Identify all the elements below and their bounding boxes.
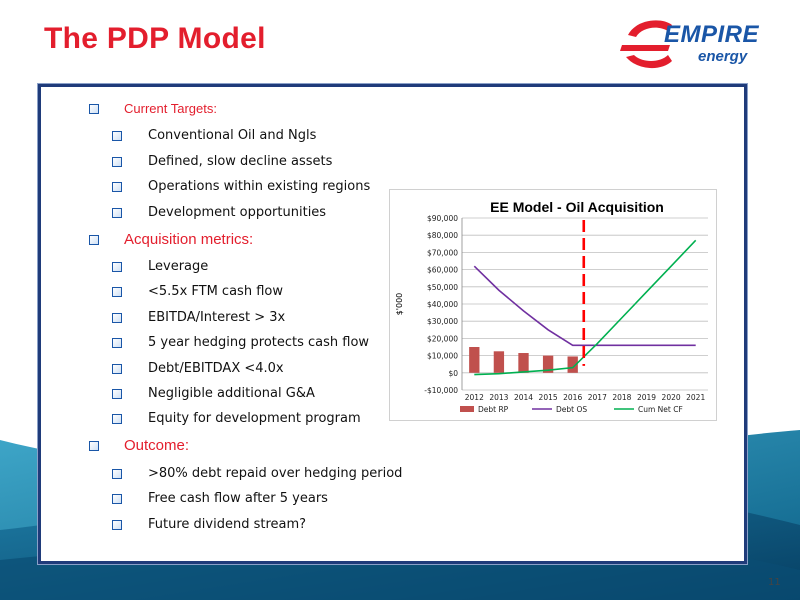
bar-debt-rp xyxy=(518,353,529,373)
x-tick-label: 2012 xyxy=(465,393,484,402)
checkbox-bullet-icon xyxy=(112,182,122,192)
checkbox-bullet-icon xyxy=(112,494,122,504)
bar-debt-rp xyxy=(542,355,554,373)
x-tick-label: 2017 xyxy=(588,393,607,402)
bar-debt-rp xyxy=(567,356,578,373)
x-tick-label: 2019 xyxy=(637,393,656,402)
page-number: 11 xyxy=(768,577,781,588)
checkbox-bullet-icon xyxy=(112,414,122,424)
checkbox-bullet-icon xyxy=(112,338,122,348)
checkbox-bullet-icon xyxy=(89,441,99,451)
chart-title: EE Model - Oil Acquisition xyxy=(490,199,664,215)
checkbox-bullet-icon xyxy=(112,262,122,272)
x-tick-label: 2020 xyxy=(662,393,681,402)
checkbox-bullet-icon xyxy=(112,389,122,399)
legend-label: Cum Net CF xyxy=(638,405,683,414)
y-tick-label: $30,000 xyxy=(427,317,458,326)
logo-word-energy: energy xyxy=(698,48,748,65)
oil-acquisition-chart: EE Model - Oil Acquisition -$10,000 $0 $10,… xyxy=(389,189,717,421)
y-tick-label: $10,000 xyxy=(427,352,458,361)
checkbox-bullet-icon xyxy=(112,520,122,530)
bar-debt-rp xyxy=(493,351,505,373)
legend-swatch-debt-rp xyxy=(460,406,474,412)
checkbox-bullet-icon xyxy=(112,208,122,218)
legend-label: Debt RP xyxy=(478,405,509,414)
y-tick-label: $0 xyxy=(448,369,458,378)
x-tick-label: 2018 xyxy=(612,393,631,402)
x-tick-label: 2015 xyxy=(539,393,558,402)
x-tick-label: 2014 xyxy=(514,393,533,402)
checkbox-bullet-icon xyxy=(112,364,122,374)
x-tick-label: 2021 xyxy=(686,393,705,402)
logo-word-empire: EMPIRE xyxy=(664,21,760,48)
empire-swoosh-icon xyxy=(620,20,672,69)
y-tick-label: $80,000 xyxy=(427,231,458,240)
checkbox-bullet-icon xyxy=(112,313,122,323)
x-tick-label: 2013 xyxy=(489,393,508,402)
line-debt-os xyxy=(473,265,696,347)
y-axis-label: $'000 xyxy=(395,293,404,316)
y-tick-label: $40,000 xyxy=(427,300,458,309)
checkbox-bullet-icon xyxy=(112,287,122,297)
y-tick-label: $60,000 xyxy=(427,266,458,275)
checkbox-bullet-icon xyxy=(89,104,99,114)
y-tick-label: $90,000 xyxy=(427,214,458,223)
company-logo: EMPIRE energy xyxy=(618,15,788,73)
y-tick-label: $20,000 xyxy=(427,334,458,343)
checkbox-bullet-icon xyxy=(112,131,122,141)
checkbox-bullet-icon xyxy=(112,157,122,167)
checkbox-bullet-icon xyxy=(89,235,99,245)
slide-title: The PDP Model xyxy=(44,22,266,55)
checkbox-bullet-icon xyxy=(112,469,122,479)
bar-debt-rp xyxy=(469,347,480,373)
y-tick-label: $70,000 xyxy=(427,248,458,257)
y-tick-label: $50,000 xyxy=(427,283,458,292)
chart-svg: EE Model - Oil Acquisition -$10,000 $0 $10,… xyxy=(395,199,708,414)
legend-label: Debt OS xyxy=(556,405,587,414)
x-tick-label: 2016 xyxy=(563,393,582,402)
y-tick-label: -$10,000 xyxy=(424,386,458,395)
